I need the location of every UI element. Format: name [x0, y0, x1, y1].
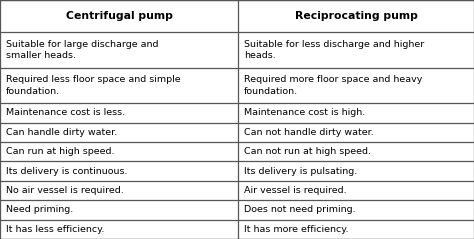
Text: Maintenance cost is high.: Maintenance cost is high.: [244, 109, 365, 117]
Text: Can not handle dirty water.: Can not handle dirty water.: [244, 128, 374, 137]
Text: It has less efficiency.: It has less efficiency.: [6, 225, 104, 234]
Text: It has more efficiency.: It has more efficiency.: [244, 225, 348, 234]
Text: No air vessel is required.: No air vessel is required.: [6, 186, 123, 195]
Text: Suitable for large discharge and
smaller heads.: Suitable for large discharge and smaller…: [6, 40, 158, 60]
Text: Can run at high speed.: Can run at high speed.: [6, 147, 114, 156]
Text: Suitable for less discharge and higher
heads.: Suitable for less discharge and higher h…: [244, 40, 424, 60]
Text: Need priming.: Need priming.: [6, 205, 73, 214]
Text: Can not run at high speed.: Can not run at high speed.: [244, 147, 371, 156]
Text: Its delivery is continuous.: Its delivery is continuous.: [6, 167, 127, 176]
Text: Can handle dirty water.: Can handle dirty water.: [6, 128, 117, 137]
Text: Its delivery is pulsating.: Its delivery is pulsating.: [244, 167, 357, 176]
Text: Centrifugal pump: Centrifugal pump: [66, 11, 173, 21]
Text: Required more floor space and heavy
foundation.: Required more floor space and heavy foun…: [244, 75, 422, 96]
Text: Maintenance cost is less.: Maintenance cost is less.: [6, 109, 125, 117]
Text: Air vessel is required.: Air vessel is required.: [244, 186, 347, 195]
Text: Does not need priming.: Does not need priming.: [244, 205, 356, 214]
Text: Required less floor space and simple
foundation.: Required less floor space and simple fou…: [6, 75, 180, 96]
Text: Reciprocating pump: Reciprocating pump: [295, 11, 418, 21]
